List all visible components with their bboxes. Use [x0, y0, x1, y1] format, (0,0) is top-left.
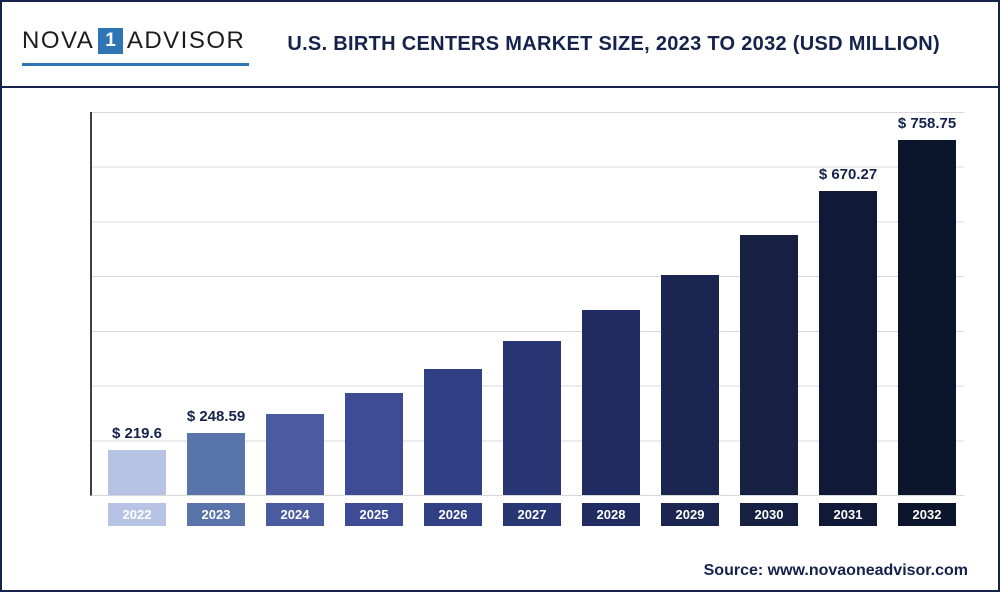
brand-logo: NOVA 1 ADVISOR	[22, 23, 250, 66]
x-axis: 2022 2023 2024 2025 2026 2027 2028 2029 2030 2031…	[108, 503, 956, 526]
plot-area: $ 219.6 $ 248.59 $ 670.27 $ 758.75	[90, 112, 964, 496]
x-axis-label-2027: 2027	[503, 503, 561, 526]
bar-column-2022: $ 219.6	[108, 425, 166, 495]
bar-2029	[661, 275, 719, 495]
chart-title: U.S. BIRTH CENTERS MARKET SIZE, 2023 TO …	[287, 32, 941, 55]
bar-2025	[345, 393, 403, 495]
bar-column-2030	[740, 210, 798, 495]
bar-column-2029	[661, 250, 719, 495]
bar-column-2025	[345, 368, 403, 495]
bar-column-2024	[266, 389, 324, 495]
bar-column-2023: $ 248.59	[187, 408, 245, 495]
bar-2031	[819, 191, 877, 495]
bar-column-2028	[582, 285, 640, 495]
bars: $ 219.6 $ 248.59 $ 670.27 $ 758.75	[108, 112, 956, 495]
bar-column-2026	[424, 344, 482, 495]
bar-column-2032: $ 758.75	[898, 115, 956, 495]
bar-2032	[898, 140, 956, 495]
x-axis-label-2028: 2028	[582, 503, 640, 526]
bar-2022	[108, 450, 166, 495]
x-axis-label-2023: 2023	[187, 503, 245, 526]
bar-2028	[582, 310, 640, 495]
source-credit: Source: www.novaoneadvisor.com	[703, 562, 968, 579]
bar-2030	[740, 235, 798, 495]
bar-2023	[187, 433, 245, 495]
bar-2026	[424, 369, 482, 495]
bar-value-label-2022: $ 219.6	[111, 425, 163, 442]
x-axis-label-2022: 2022	[108, 503, 166, 526]
bar-value-label-2023: $ 248.59	[186, 408, 246, 425]
bar-value-label-2031: $ 670.27	[818, 166, 878, 183]
x-axis-label-2029: 2029	[661, 503, 719, 526]
bar-2024	[266, 414, 324, 495]
bar-value-label-2032: $ 758.75	[897, 115, 957, 132]
x-axis-label-2031: 2031	[819, 503, 877, 526]
logo-text-advisor: ADVISOR	[126, 26, 246, 54]
logo-text-nova: NOVA	[22, 26, 95, 54]
x-axis-label-2030: 2030	[740, 503, 798, 526]
x-axis-label-2026: 2026	[424, 503, 482, 526]
header: NOVA 1 ADVISOR U.S. BIRTH CENTERS MARKET…	[2, 2, 998, 88]
logo-one-box: 1	[98, 27, 123, 54]
bar-column-2031: $ 670.27	[819, 166, 877, 495]
x-axis-label-2025: 2025	[345, 503, 403, 526]
x-axis-label-2032: 2032	[898, 503, 956, 526]
x-axis-label-2024: 2024	[266, 503, 324, 526]
bar-column-2027	[503, 316, 561, 495]
bar-2027	[503, 341, 561, 495]
